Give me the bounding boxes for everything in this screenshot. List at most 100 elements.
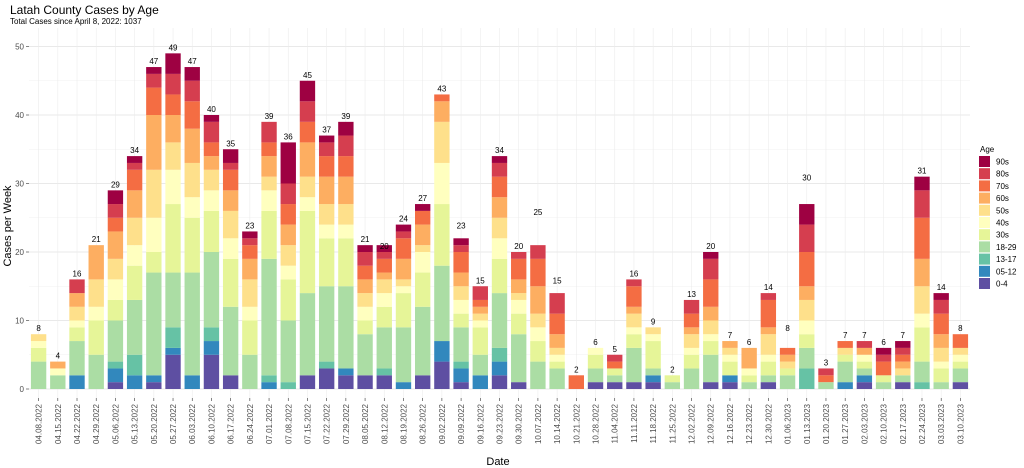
bar-segment-60s	[280, 224, 296, 246]
bar-segment-30s	[242, 320, 258, 355]
bar-segment-05-12	[434, 341, 450, 362]
legend-swatch-70s	[979, 180, 990, 192]
bar-total-label: 24	[399, 215, 408, 224]
bar-segment-80s	[203, 121, 220, 143]
x-tick-label: 12.30.2022	[764, 403, 773, 444]
x-axis-ticks: 04.08.2022 04.15.2022 04.22.2022 04.29.2022…	[35, 398, 965, 444]
bar-segment-70s	[511, 258, 527, 280]
bar-segment-60s	[415, 224, 431, 246]
bar-segment-0-4	[587, 382, 604, 389]
bar-segment-18-29	[126, 299, 143, 355]
bar-segment-50s	[126, 217, 143, 246]
bar-segment-18-29	[856, 368, 873, 376]
bar-segment-18-29	[587, 368, 604, 383]
bar-segment-0-4	[318, 368, 335, 389]
bar-segment-18-29	[50, 375, 66, 389]
bar-segment-40s	[184, 197, 200, 218]
x-tick-label: 12.02.2022	[688, 403, 697, 444]
bar-total-label: 21	[92, 235, 101, 244]
bar-segment-90s	[318, 135, 335, 143]
bar-segment-40s	[318, 224, 335, 239]
bar-segment-18-29	[88, 354, 104, 389]
bar-segment-50s	[415, 245, 431, 252]
bar-segment-60s	[760, 327, 777, 335]
bar-segment-60s	[549, 334, 565, 348]
bar-segment-30s	[491, 258, 508, 294]
bar-segment-40s	[222, 238, 239, 259]
bar-total-label: 34	[130, 146, 139, 155]
bar-segment-18-29	[453, 327, 469, 362]
bar-segment-60s	[799, 286, 815, 300]
bar-total-label: 23	[245, 221, 254, 230]
y-axis-ticks: 0 10 20 30 40 50	[15, 43, 29, 394]
x-tick-label: 10.07.2022	[534, 403, 543, 444]
bar-segment-30s	[722, 361, 738, 376]
bar-segment-05-12	[472, 375, 488, 389]
x-tick-label: 07.29.2022	[342, 403, 351, 444]
bar-segment-60s	[683, 327, 700, 335]
bar-segment-70s	[357, 265, 373, 280]
bar-segment-70s	[203, 142, 220, 157]
bar-segment-0-4	[338, 375, 354, 389]
x-tick-label: 05.13.2022	[131, 403, 140, 444]
x-tick-label: 02.17.2023	[899, 403, 908, 444]
bar-total-label: 8	[36, 324, 41, 333]
bar-segment-18-29	[760, 375, 777, 383]
bar-segment-30s	[645, 341, 661, 369]
bar-total-label: 49	[169, 43, 178, 52]
bar-segment-30s	[69, 327, 85, 342]
bar-segment-40s	[914, 313, 930, 328]
bar-segment-80s	[261, 121, 277, 143]
bar-segment-60s	[184, 128, 200, 163]
bar-segment-60s	[357, 279, 373, 294]
bar-segment-90s	[107, 190, 124, 205]
bar-segment-13-17	[318, 361, 335, 369]
bar-total-label: 35	[226, 139, 235, 148]
bar-total-labels: 8416212934474947403523393645373921202427…	[36, 43, 963, 374]
bar-total-label: 31	[918, 167, 927, 176]
y-tick-label: 10	[15, 317, 24, 326]
bar-segment-40s	[376, 293, 392, 307]
bar-segment-90s	[299, 80, 316, 102]
bar-segment-60s	[299, 142, 316, 177]
bar-segment-18-29	[242, 354, 258, 389]
bar-segment-18-29	[799, 347, 815, 369]
chart-title: Latah County Cases by Age	[10, 3, 159, 17]
bar-total-label: 23	[457, 221, 466, 230]
bar-total-label: 13	[687, 290, 696, 299]
bar-segment-30s	[741, 375, 757, 383]
bar-total-label: 43	[437, 84, 446, 93]
bar-segment-30s	[511, 313, 527, 335]
x-tick-label: 02.24.2023	[918, 403, 927, 444]
x-tick-label: 09.02.2022	[438, 403, 447, 444]
bar-segment-13-17	[261, 375, 277, 383]
x-tick-label: 07.15.2022	[303, 403, 312, 444]
bar-segment-18-29	[683, 368, 700, 389]
bar-segment-18-29	[395, 327, 412, 383]
bar-segment-60s	[126, 190, 143, 218]
legend-swatch-80s	[979, 168, 990, 180]
bar-segment-18-29	[299, 293, 316, 376]
bar-segment-0-4	[722, 382, 738, 389]
bar-segment-18-29	[875, 382, 892, 389]
bar-segment-50s	[434, 121, 450, 163]
bar-segment-30s	[299, 210, 316, 294]
bar-segment-30s	[376, 306, 392, 328]
bar-segment-50s	[549, 347, 565, 355]
bar-segment-90s	[280, 142, 296, 184]
bar-segment-50s	[491, 217, 508, 239]
legend-title: Age	[980, 145, 995, 154]
bar-segment-30s	[799, 334, 815, 348]
bar-segment-60s	[395, 258, 412, 280]
bar-segment-80s	[376, 252, 392, 259]
bar-segment-70s	[376, 258, 392, 273]
x-tick-label: 04.08.2022	[35, 403, 44, 444]
bar-segment-70s	[491, 176, 508, 198]
bar-total-label: 15	[476, 276, 485, 285]
bar-segment-70s	[530, 258, 546, 287]
legend-swatch-90s	[979, 156, 990, 167]
bar-segment-05-12	[165, 347, 181, 355]
y-tick-label: 40	[15, 111, 24, 120]
bar-segment-50s	[165, 142, 181, 170]
bar-segment-80s	[914, 190, 930, 218]
